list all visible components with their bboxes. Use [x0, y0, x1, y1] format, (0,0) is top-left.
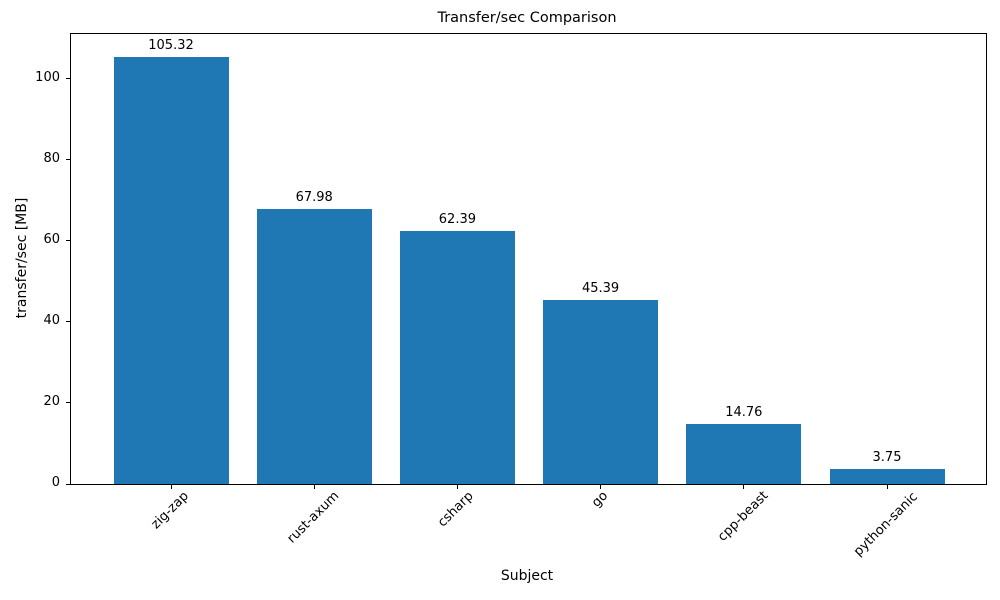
x-tick-mark	[886, 485, 888, 489]
x-axis-label: Subject	[500, 568, 554, 584]
bar-value-label-cpp-beast: 14.76	[725, 405, 763, 421]
y-tick-label: 40	[43, 312, 60, 328]
y-tick-label: 0	[51, 475, 60, 490]
x-tick-label-python-sanic: python-sanic	[850, 489, 921, 559]
bar-value-label-go: 45.39	[581, 281, 620, 297]
bar-python-sanic	[829, 468, 945, 484]
bar-rust-axum	[256, 208, 372, 484]
y-tick-mark	[66, 402, 70, 404]
chart-title: Transfer/sec Comparison	[437, 10, 617, 26]
bar-value-label-zig-zap: 105.32	[148, 38, 194, 54]
bar-value-label-python-sanic: 3.75	[872, 449, 902, 465]
y-tick-label: 60	[43, 231, 60, 247]
bar-csharp	[399, 231, 515, 484]
y-tick-mark	[66, 321, 70, 323]
y-tick-label: 80	[43, 150, 60, 166]
y-tick-mark	[66, 483, 70, 485]
x-tick-mark	[313, 485, 315, 489]
x-tick-label-go: go	[588, 488, 611, 511]
y-tick-mark	[66, 240, 70, 242]
bar-zig-zap	[113, 57, 229, 484]
y-axis-label: transfer/sec [MB]	[14, 197, 30, 319]
y-tick-mark	[66, 78, 70, 80]
x-tick-mark	[743, 485, 745, 489]
x-tick-mark	[456, 485, 458, 489]
x-tick-mark	[600, 485, 602, 489]
bar-go	[543, 300, 659, 484]
x-tick-label-rust-axum: rust-axum	[284, 489, 342, 547]
plot-area: 105.32 67.98 62.39 45.39 14.76 3.75	[66, 33, 987, 489]
bar-cpp-beast	[686, 424, 802, 484]
bar-value-label-rust-axum: 67.98	[295, 189, 333, 205]
x-tick-label-cpp-beast: cpp-beast	[714, 488, 772, 546]
x-tick-label-zig-zap: zig-zap	[148, 488, 192, 533]
x-tick-label-csharp: csharp	[435, 489, 478, 531]
x-tick-mark	[170, 485, 172, 489]
y-tick-label: 20	[43, 393, 60, 409]
bar-value-label-csharp: 62.39	[438, 212, 476, 228]
y-tick-mark	[66, 159, 70, 161]
y-tick-label: 100	[35, 69, 60, 85]
